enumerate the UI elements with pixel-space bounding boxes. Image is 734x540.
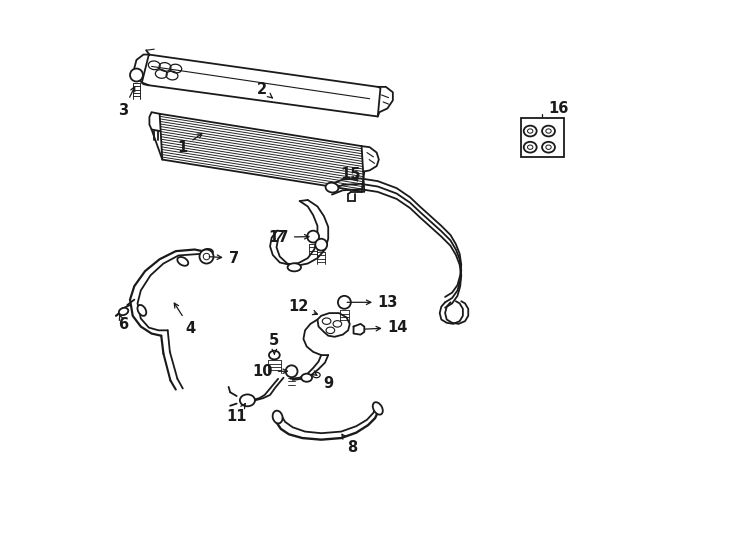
- Text: 15: 15: [341, 167, 361, 181]
- Text: 5: 5: [269, 333, 280, 354]
- Circle shape: [130, 69, 143, 82]
- Ellipse shape: [326, 183, 338, 192]
- Text: 17: 17: [269, 230, 309, 245]
- Ellipse shape: [326, 327, 335, 334]
- Text: 4: 4: [174, 303, 195, 336]
- Ellipse shape: [240, 394, 255, 406]
- Ellipse shape: [301, 374, 312, 382]
- Text: 10: 10: [252, 364, 288, 379]
- Ellipse shape: [333, 321, 342, 327]
- Circle shape: [338, 296, 351, 309]
- Text: 7: 7: [209, 251, 239, 266]
- Text: 13: 13: [347, 295, 398, 310]
- Ellipse shape: [178, 257, 188, 266]
- Ellipse shape: [373, 402, 383, 415]
- Text: 14: 14: [364, 320, 408, 335]
- Circle shape: [286, 366, 297, 377]
- Ellipse shape: [288, 264, 301, 271]
- Text: 16: 16: [548, 101, 568, 116]
- Circle shape: [316, 239, 327, 251]
- Ellipse shape: [269, 351, 280, 360]
- Ellipse shape: [313, 373, 320, 377]
- Text: 3: 3: [118, 87, 135, 118]
- Ellipse shape: [322, 318, 331, 325]
- Ellipse shape: [137, 305, 146, 316]
- Ellipse shape: [272, 411, 283, 423]
- Ellipse shape: [201, 249, 213, 256]
- Ellipse shape: [119, 308, 128, 315]
- Text: 2: 2: [257, 82, 272, 98]
- Bar: [520, 118, 564, 157]
- Circle shape: [200, 249, 214, 264]
- Text: 9: 9: [312, 371, 333, 390]
- Text: 11: 11: [226, 403, 247, 424]
- Circle shape: [308, 231, 319, 242]
- Text: 6: 6: [118, 315, 128, 333]
- Text: 8: 8: [342, 434, 357, 455]
- Text: 12: 12: [288, 299, 317, 315]
- Text: 1: 1: [178, 133, 202, 154]
